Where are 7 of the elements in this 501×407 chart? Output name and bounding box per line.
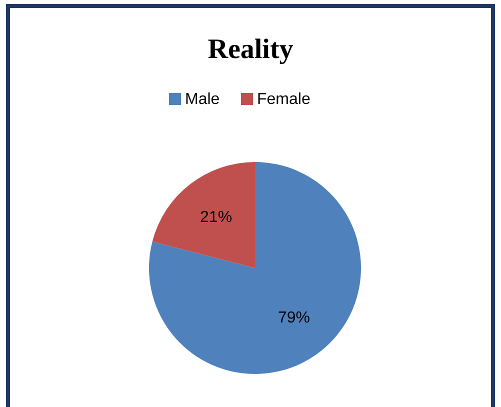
legend-label: Male [185, 91, 220, 108]
legend-label: Female [257, 91, 310, 108]
data-label: 21% [200, 208, 232, 226]
pie-slice [152, 162, 255, 268]
data-label: 79% [278, 309, 310, 326]
pie-slice [149, 162, 361, 374]
chart-title: Reality [208, 34, 294, 65]
